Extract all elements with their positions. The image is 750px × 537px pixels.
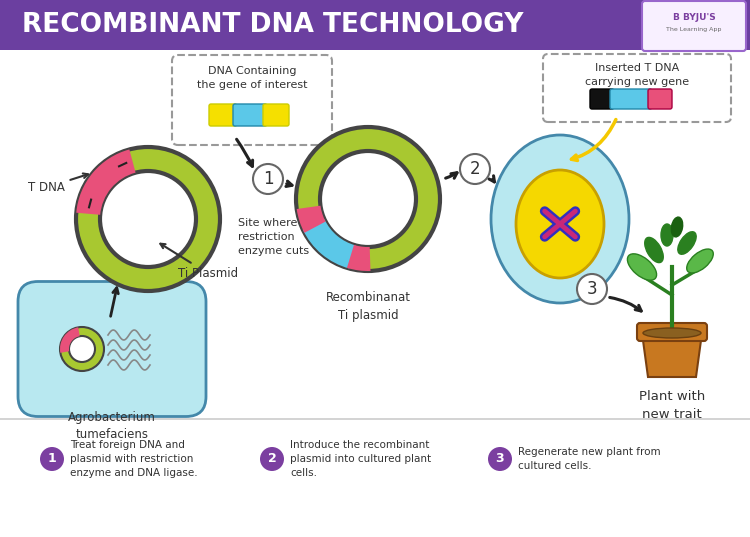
Ellipse shape [643, 328, 701, 338]
Ellipse shape [516, 170, 604, 278]
Circle shape [320, 151, 416, 247]
Wedge shape [347, 245, 370, 271]
Wedge shape [297, 206, 326, 233]
FancyBboxPatch shape [642, 1, 746, 51]
Text: Introduce the recombinant
plasmid into cultured plant
cells.: Introduce the recombinant plasmid into c… [290, 440, 431, 478]
Circle shape [60, 327, 104, 371]
Text: Treat foreign DNA and
plasmid with restriction
enzyme and DNA ligase.: Treat foreign DNA and plasmid with restr… [70, 440, 198, 478]
Text: T DNA: T DNA [28, 173, 88, 194]
Text: 1: 1 [48, 453, 56, 466]
FancyBboxPatch shape [590, 89, 614, 109]
Text: DNA Containing
the gene of interest: DNA Containing the gene of interest [196, 66, 308, 90]
Circle shape [76, 147, 220, 291]
Polygon shape [642, 333, 702, 377]
Wedge shape [303, 219, 355, 268]
Text: B BYJU'S: B BYJU'S [673, 13, 716, 23]
Text: RECOMBINANT DNA TECHNOLOGY: RECOMBINANT DNA TECHNOLOGY [22, 12, 524, 38]
Circle shape [460, 154, 490, 184]
FancyBboxPatch shape [263, 104, 289, 126]
Circle shape [577, 274, 607, 304]
Text: Agrobacterium
tumefaciens: Agrobacterium tumefaciens [68, 410, 156, 441]
Text: 2: 2 [268, 453, 276, 466]
Ellipse shape [678, 232, 696, 255]
FancyBboxPatch shape [172, 55, 332, 145]
Ellipse shape [491, 135, 629, 303]
Circle shape [253, 164, 283, 194]
Text: 3: 3 [496, 453, 504, 466]
Text: The Learning App: The Learning App [666, 27, 722, 33]
Circle shape [488, 447, 512, 471]
Circle shape [100, 171, 196, 267]
FancyBboxPatch shape [648, 89, 672, 109]
Circle shape [69, 336, 95, 362]
Ellipse shape [671, 217, 682, 237]
Circle shape [81, 152, 215, 286]
Circle shape [296, 127, 440, 271]
Wedge shape [76, 149, 136, 215]
FancyBboxPatch shape [637, 323, 707, 341]
FancyBboxPatch shape [233, 104, 267, 126]
Ellipse shape [687, 249, 713, 273]
Ellipse shape [661, 224, 673, 246]
Text: Inserted T DNA
carrying new gene: Inserted T DNA carrying new gene [585, 63, 689, 87]
Text: Site where
restriction
enzyme cuts: Site where restriction enzyme cuts [238, 218, 309, 256]
Text: Regenerate new plant from
cultured cells.: Regenerate new plant from cultured cells… [518, 447, 661, 471]
Text: Ti Plasmid: Ti Plasmid [160, 244, 238, 280]
Circle shape [40, 447, 64, 471]
Circle shape [301, 132, 435, 266]
Text: 2: 2 [470, 160, 480, 178]
Text: 1: 1 [262, 170, 273, 188]
Text: Recombinanat
Ti plasmid: Recombinanat Ti plasmid [326, 291, 410, 322]
Text: Plant with
new trait: Plant with new trait [639, 390, 705, 421]
FancyBboxPatch shape [543, 54, 731, 122]
Wedge shape [60, 328, 80, 353]
Ellipse shape [628, 254, 656, 280]
Bar [0, 0, 750, 50]
Text: 3: 3 [586, 280, 597, 298]
FancyBboxPatch shape [610, 89, 652, 109]
Circle shape [260, 447, 284, 471]
FancyBboxPatch shape [209, 104, 237, 126]
FancyBboxPatch shape [18, 281, 206, 417]
Ellipse shape [645, 237, 663, 263]
